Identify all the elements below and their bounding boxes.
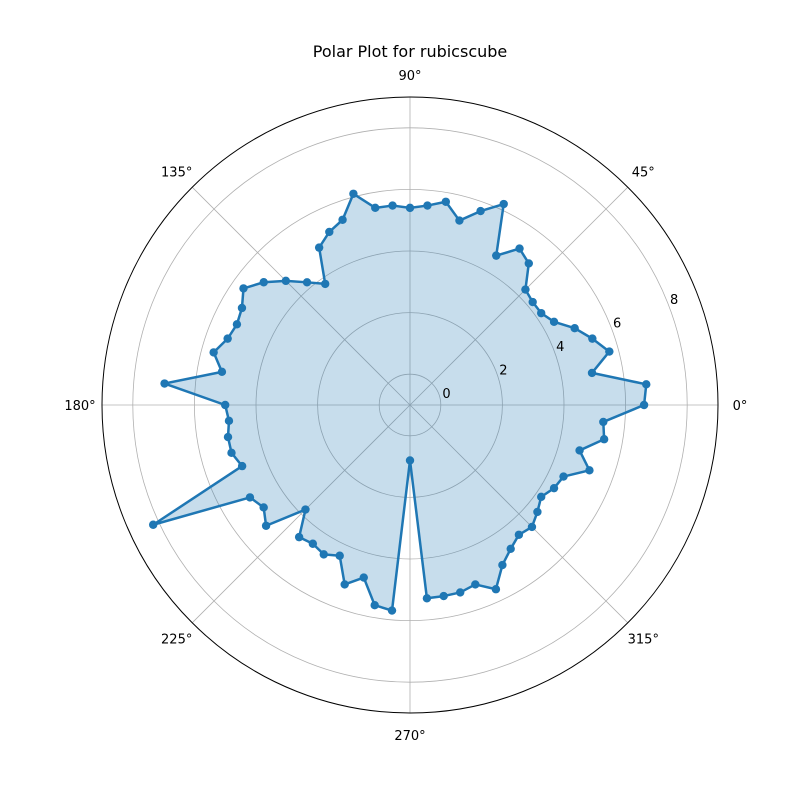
data-point <box>261 521 271 530</box>
tick-labels: 0° 45° 90° 135° 180° 225° 270° 315° 0 2 4 6 8 <box>64 69 747 744</box>
data-point <box>405 456 415 465</box>
radial-tick-label: 8 <box>670 293 678 308</box>
data-point <box>537 492 546 502</box>
data-point <box>308 539 318 548</box>
data-point <box>514 530 524 539</box>
data-point <box>319 550 328 559</box>
data-point <box>359 573 368 582</box>
angle-tick-label: 270° <box>394 729 425 744</box>
data-point <box>605 347 614 356</box>
data-point <box>570 324 579 333</box>
data-point <box>371 203 380 213</box>
radial-gridline <box>193 188 627 622</box>
data-point <box>259 503 268 512</box>
data-point <box>232 320 242 329</box>
polar-spine <box>101 96 719 714</box>
data-point <box>223 334 232 343</box>
radial-gridline <box>132 127 688 683</box>
data-point <box>405 203 415 213</box>
radial-gridline <box>317 312 503 498</box>
angle-tick-label: 45° <box>632 166 655 181</box>
data-point <box>559 472 568 481</box>
radial-tick-label: 0 <box>442 387 450 402</box>
data-point <box>237 303 247 313</box>
data-point <box>549 483 559 493</box>
data-point <box>455 216 464 225</box>
data-point <box>227 448 236 458</box>
angle-tick-label: 225° <box>161 632 192 647</box>
data-point <box>217 367 227 377</box>
data-point <box>499 199 508 209</box>
radial-gridline <box>255 250 565 560</box>
data-point <box>422 594 432 603</box>
data-point <box>160 379 169 388</box>
data-point <box>587 368 597 378</box>
data-point <box>340 580 349 589</box>
data-point <box>533 507 542 517</box>
data-point <box>588 334 597 343</box>
data-point <box>642 380 651 389</box>
data-point <box>209 348 218 357</box>
data-point <box>599 417 608 427</box>
data-point <box>515 244 524 253</box>
chart-title: Polar Plot for rubicscube <box>313 42 508 61</box>
radial-gridline <box>378 373 442 437</box>
series-fill <box>153 193 647 611</box>
data-point <box>639 400 649 410</box>
data-point <box>259 278 268 287</box>
angle-tick-label: 315° <box>628 632 659 647</box>
data-point <box>325 227 334 237</box>
data-point <box>302 278 312 287</box>
radial-tick-label: 2 <box>499 364 507 379</box>
data-point <box>281 276 291 286</box>
data-point <box>148 520 158 529</box>
data-point <box>423 201 432 210</box>
data-point <box>439 591 448 601</box>
data-point <box>314 243 324 252</box>
data-point <box>245 493 255 502</box>
data-point <box>387 606 397 615</box>
data-point <box>506 544 515 554</box>
data-point <box>294 532 304 542</box>
data-point <box>224 416 234 426</box>
grid <box>101 96 719 714</box>
data-point <box>301 505 310 514</box>
data-point <box>521 285 530 294</box>
data-point <box>491 585 501 594</box>
data-point <box>370 600 379 610</box>
data-point <box>239 284 248 293</box>
angle-tick-label: 135° <box>161 166 192 181</box>
data-point <box>223 432 233 442</box>
data-point <box>476 206 485 216</box>
data-point <box>471 580 480 589</box>
data-point <box>537 308 546 318</box>
data-point <box>492 251 501 260</box>
data-point <box>441 197 451 206</box>
radial-tick-label: 6 <box>613 317 621 332</box>
data-point <box>338 215 347 224</box>
data-point <box>335 551 344 560</box>
angle-tick-label: 90° <box>398 69 421 84</box>
data-point <box>599 435 609 444</box>
data-point <box>456 588 465 597</box>
radial-tick-label: 4 <box>556 340 564 355</box>
angle-tick-label: 0° <box>733 399 748 414</box>
data-point <box>321 279 330 289</box>
data-point <box>498 560 507 570</box>
data-point <box>549 317 559 327</box>
data-series <box>148 189 651 615</box>
data-point <box>527 522 537 532</box>
data-point <box>349 189 358 198</box>
data-point <box>237 461 247 471</box>
data-point <box>575 446 584 455</box>
data-point <box>221 400 230 410</box>
data-point <box>524 259 533 268</box>
data-point <box>388 201 397 210</box>
data-point <box>585 466 594 475</box>
data-point <box>528 297 537 307</box>
angle-tick-label: 180° <box>64 399 95 414</box>
